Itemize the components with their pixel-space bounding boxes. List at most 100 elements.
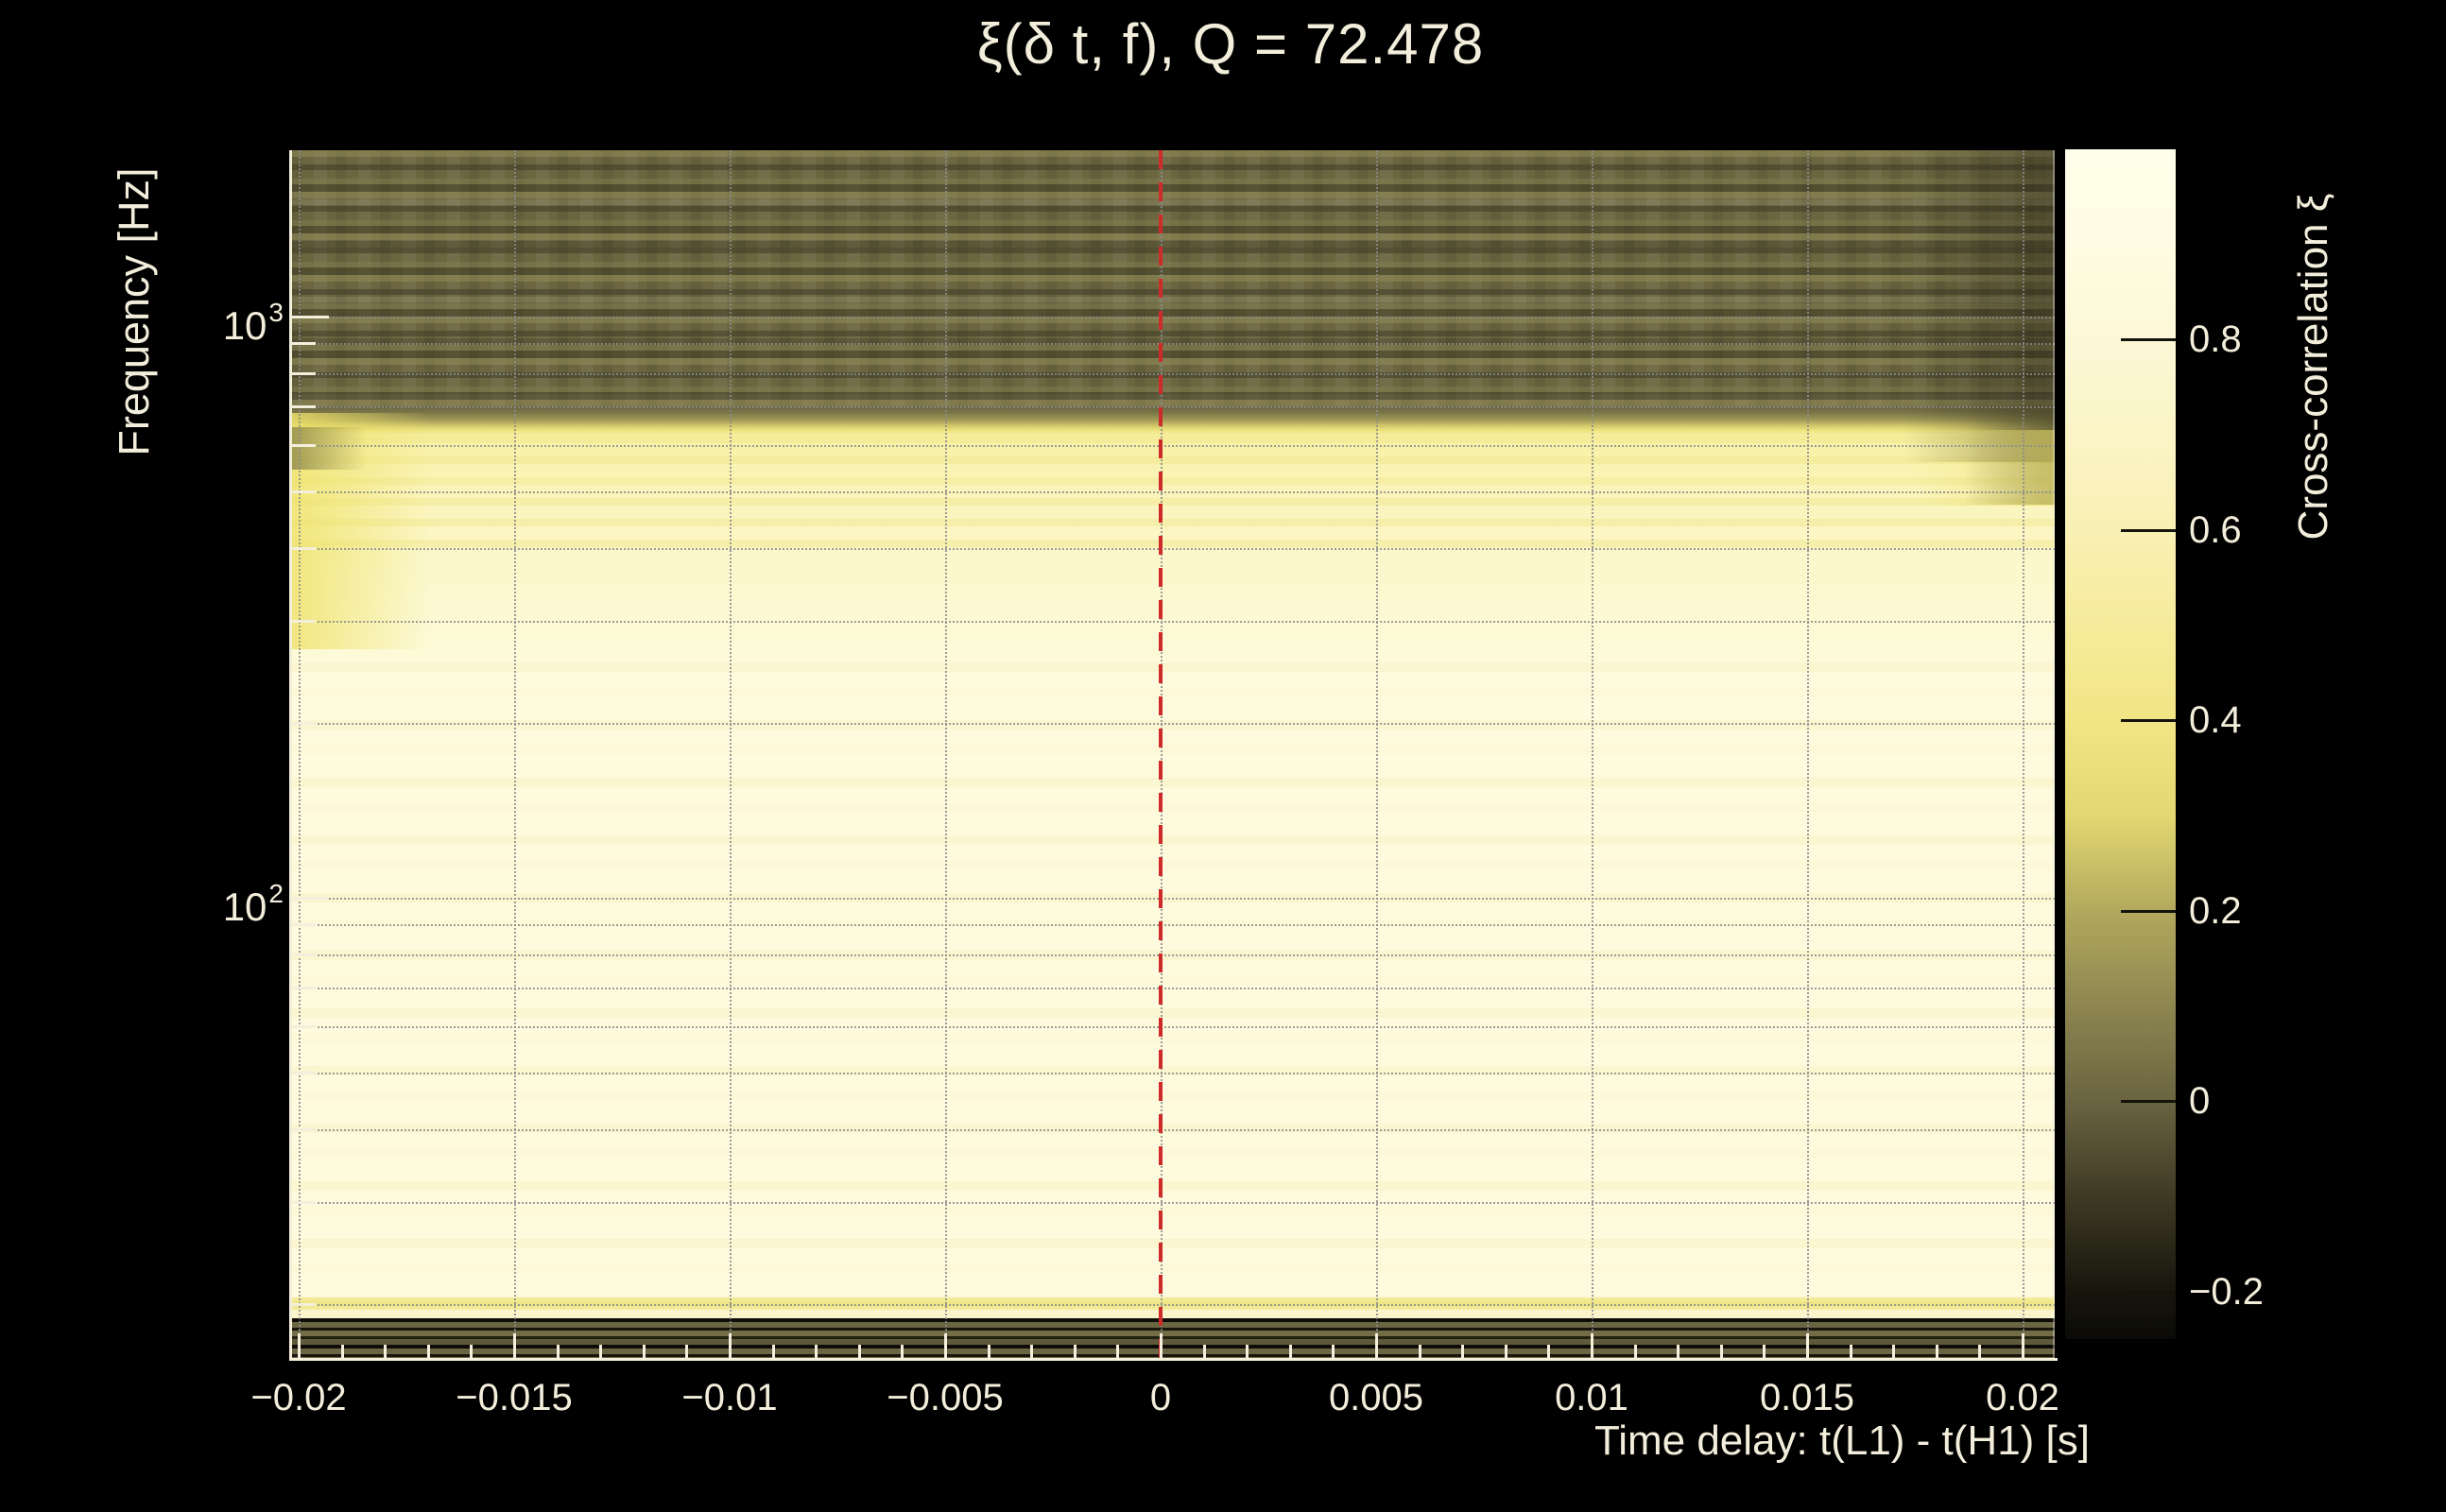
y-gridline <box>291 317 2055 318</box>
x-tick-label: −0.02 <box>250 1377 347 1418</box>
x-tick-label: 0.02 <box>1986 1377 2059 1418</box>
y-major-tick <box>291 316 329 318</box>
x-minor-tick <box>1073 1345 1077 1360</box>
y-tick-label-1000: 103 <box>222 298 284 348</box>
heatmap-zone-bottom-dark-stripes <box>291 1318 2055 1360</box>
x-gridline <box>514 150 516 1360</box>
x-tick-label: 0.015 <box>1759 1377 1855 1418</box>
x-major-tick <box>298 1333 301 1360</box>
x-minor-tick <box>1030 1345 1034 1360</box>
y-minor-tick <box>291 444 316 448</box>
y-gridline <box>291 1303 2055 1306</box>
x-minor-tick <box>1547 1345 1551 1360</box>
y-gridline <box>291 924 2055 927</box>
right-frame-line <box>2053 150 2055 1361</box>
x-axis-line <box>289 1358 2058 1361</box>
x-major-tick <box>944 1333 947 1360</box>
x-minor-tick <box>1418 1345 1421 1360</box>
plot-title: ξ(δ t, f), Q = 72.478 <box>976 12 1485 76</box>
colorbar-tick-label: 0.6 <box>2189 508 2242 551</box>
colorbar-tick-label: 0.8 <box>2189 318 2242 361</box>
colorbar-title: Cross-correlation ξ <box>2290 193 2336 541</box>
heatmap-zone-pale-stripe <box>291 1310 2055 1318</box>
x-major-tick <box>1160 1333 1163 1360</box>
x-tick-label: −0.015 <box>456 1377 573 1418</box>
y-gridline <box>291 1026 2055 1029</box>
x-tick-label: 0.005 <box>1328 1377 1424 1418</box>
x-minor-tick <box>1246 1345 1249 1360</box>
y-minor-tick <box>291 546 316 550</box>
x-minor-tick <box>1202 1345 1206 1360</box>
y-axis-line <box>289 150 292 1361</box>
x-gridline <box>1807 150 1809 1360</box>
x-minor-tick <box>1288 1345 1292 1360</box>
y-minor-tick <box>291 987 316 990</box>
y-tick-label-100: 102 <box>222 879 284 929</box>
y-minor-tick <box>291 490 316 494</box>
x-minor-tick <box>1504 1345 1507 1360</box>
y-minor-tick <box>291 1302 316 1306</box>
x-minor-tick <box>857 1345 861 1360</box>
x-minor-tick <box>901 1345 904 1360</box>
colorbar-tick-label: 0 <box>2189 1080 2211 1123</box>
colorbar-tick <box>2121 338 2176 342</box>
y-gridline <box>291 343 2055 346</box>
y-gridline <box>291 988 2055 990</box>
y-gridline <box>291 445 2055 448</box>
x-minor-tick <box>556 1345 560 1360</box>
y-minor-tick <box>291 1200 316 1204</box>
x-minor-tick <box>426 1345 430 1360</box>
x-tick-label: −0.005 <box>887 1377 1004 1418</box>
x-major-tick <box>729 1333 732 1360</box>
y-minor-tick <box>291 923 316 927</box>
y-gridline <box>291 1201 2055 1204</box>
x-minor-tick <box>470 1345 474 1360</box>
y-gridline <box>291 406 2055 409</box>
heatmap-zone-cream <box>291 662 2055 1297</box>
y-gridline <box>291 954 2055 956</box>
x-minor-tick <box>1677 1345 1680 1360</box>
x-minor-tick <box>384 1345 388 1360</box>
x-minor-tick <box>987 1345 990 1360</box>
x-minor-tick <box>1633 1345 1637 1360</box>
y-tick-exponent: 3 <box>268 298 284 327</box>
x-minor-tick <box>1719 1345 1723 1360</box>
x-gridline <box>2023 150 2024 1360</box>
y-gridline <box>291 372 2055 375</box>
heatmap-zone-20hz-yellow-stripe <box>291 1297 2055 1310</box>
y-minor-tick <box>291 342 316 346</box>
heatmap-zone-high-freq-dark <box>291 150 2055 407</box>
y-minor-tick <box>291 371 316 375</box>
colorbar-tick <box>2121 1100 2176 1104</box>
heatmap-olive-speck-left <box>291 427 367 470</box>
x-gridline <box>299 150 301 1360</box>
y-gridline <box>291 898 2055 900</box>
y-gridline <box>291 1128 2055 1131</box>
x-tick-label: 0 <box>1149 1377 1172 1418</box>
y-major-tick <box>291 897 329 900</box>
x-minor-tick <box>1461 1345 1465 1360</box>
x-axis-title: Time delay: t(L1) - t(H1) [s] <box>1593 1418 2090 1464</box>
x-minor-tick <box>685 1345 689 1360</box>
y-minor-tick <box>291 1072 316 1075</box>
y-minor-tick <box>291 619 316 623</box>
y-gridline <box>291 491 2055 494</box>
y-gridline <box>291 1073 2055 1075</box>
heatmap-zone-transition <box>291 407 2055 436</box>
y-tick-exponent: 2 <box>268 879 284 908</box>
y-gridline <box>291 547 2055 550</box>
x-minor-tick <box>599 1345 603 1360</box>
y-minor-tick <box>291 1127 316 1131</box>
x-minor-tick <box>1892 1345 1896 1360</box>
y-minor-tick <box>291 953 316 956</box>
x-gridline <box>730 150 732 1360</box>
x-major-tick <box>1375 1333 1378 1360</box>
x-tick-label: 0.01 <box>1555 1377 1628 1418</box>
x-major-tick <box>2022 1333 2024 1360</box>
y-minor-tick <box>291 1025 316 1029</box>
x-minor-tick <box>815 1345 818 1360</box>
x-gridline <box>1376 150 1378 1360</box>
heatmap-plot <box>291 150 2055 1360</box>
colorbar-tick <box>2121 1290 2176 1294</box>
